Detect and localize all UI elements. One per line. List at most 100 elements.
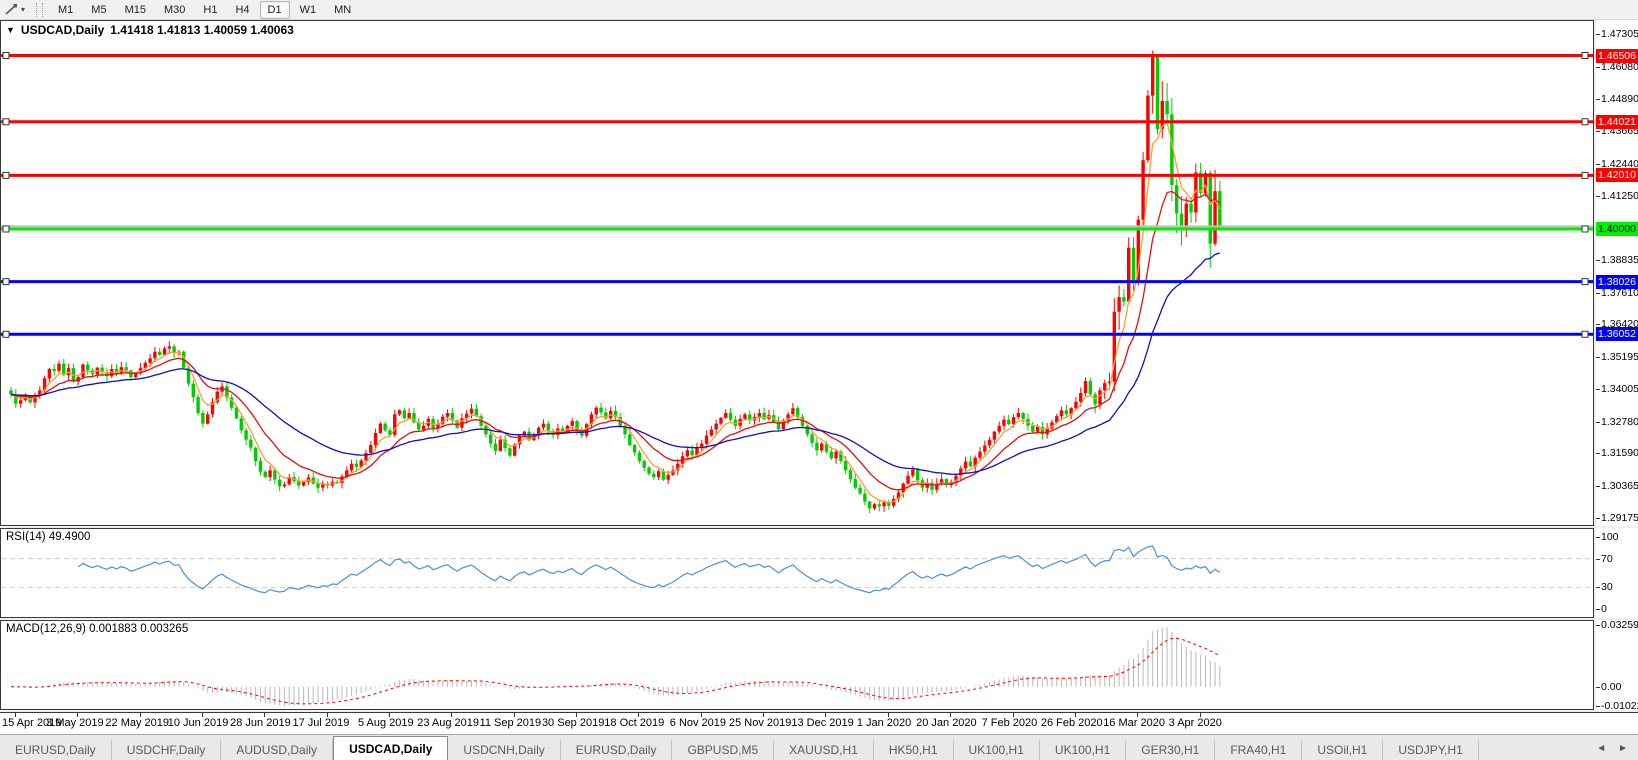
chart-tab-uk100-h1[interactable]: UK100,H1 bbox=[1040, 740, 1127, 760]
timeframe-button-H1[interactable]: H1 bbox=[203, 3, 218, 16]
chart-tab-usdjpy-h1[interactable]: USDJPY,H1 bbox=[1383, 740, 1479, 760]
price-tick-label: 1.35195 bbox=[1601, 351, 1638, 364]
date-label: 5 Aug 2019 bbox=[357, 717, 414, 729]
chart-tab-usoil-h1[interactable]: USOil,H1 bbox=[1302, 740, 1384, 760]
date-tick-mark bbox=[513, 713, 515, 717]
date-tick-mark bbox=[638, 713, 640, 717]
price-tick-mark bbox=[1596, 292, 1600, 294]
price-axis[interactable]: 1.47305 1.46080 1.44890 1.43665 1.42440 1.412… bbox=[1596, 20, 1638, 526]
rsi-panel: RSI(14) 49.4900 100 70 30 0 bbox=[0, 528, 1638, 618]
price-tick-label: 1.37610 bbox=[1601, 286, 1638, 299]
macd-chart[interactable] bbox=[1, 621, 1593, 709]
rsi-plot-area[interactable]: RSI(14) 49.4900 bbox=[0, 528, 1594, 618]
chart-tab-xauusd-h1[interactable]: XAUUSD,H1 bbox=[774, 740, 874, 760]
chart-tab-eurusd-daily[interactable]: EURUSD,Daily bbox=[0, 740, 112, 760]
price-tick-label: 1.32780 bbox=[1601, 415, 1638, 428]
chart-tab-ger30-h1[interactable]: GER30,H1 bbox=[1126, 740, 1216, 760]
candlestick-chart[interactable] bbox=[1, 21, 1593, 525]
chart-tab-uk100-h1[interactable]: UK100,H1 bbox=[954, 740, 1040, 760]
chart-tab-audusd-daily[interactable]: AUDUSD,Daily bbox=[221, 740, 334, 760]
price-tick-mark bbox=[1596, 388, 1600, 390]
price-tick-label: 1.30365 bbox=[1601, 479, 1638, 492]
date-label: 15 Apr 2019 bbox=[2, 717, 62, 729]
date-label: 18 Oct 2019 bbox=[604, 717, 665, 729]
date-tick-mark bbox=[700, 713, 702, 717]
price-tick-mark bbox=[1596, 34, 1600, 36]
date-label: 10 Jun 2019 bbox=[167, 717, 229, 729]
chart-tab-gbpusd-m5[interactable]: GBPUSD,M5 bbox=[672, 740, 775, 760]
date-tick-mark bbox=[139, 713, 141, 717]
chart-tab-eurusd-daily[interactable]: EURUSD,Daily bbox=[561, 740, 673, 760]
price-line-badge: 1.46506 bbox=[1596, 48, 1638, 63]
rsi-axis[interactable]: 100 70 30 0 bbox=[1596, 528, 1638, 618]
chart-tab-fra40-h1[interactable]: FRA40,H1 bbox=[1215, 740, 1303, 760]
macd-tick-label: 0.00 bbox=[1601, 680, 1622, 693]
price-line-badge: 1.42010 bbox=[1596, 168, 1638, 183]
chart-tab-usdchf-daily[interactable]: USDCHF,Daily bbox=[112, 740, 222, 760]
rsi-tick-label: 30 bbox=[1601, 581, 1613, 594]
price-tick-mark bbox=[1596, 163, 1600, 165]
macd-axis[interactable]: 0.032595 0.00 -0.010227 bbox=[1596, 620, 1638, 710]
chart-tab-usdcad-daily[interactable]: USDCAD,Daily bbox=[333, 736, 449, 760]
timeframe-button-M1[interactable]: M1 bbox=[58, 3, 74, 16]
date-axis[interactable]: 15 Apr 2019 3 May 2019 22 May 2019 10 Jun 2… bbox=[0, 712, 1638, 734]
price-tick-mark bbox=[1596, 324, 1600, 326]
date-tick-mark bbox=[763, 713, 765, 717]
timeframe-button-H4[interactable]: H4 bbox=[235, 3, 250, 16]
timeframe-button-MN[interactable]: MN bbox=[334, 3, 352, 16]
date-label: 22 May 2019 bbox=[105, 717, 170, 729]
chevron-down-icon[interactable]: ▾ bbox=[21, 5, 26, 14]
rsi-tick-label: 100 bbox=[1601, 531, 1619, 543]
chart-tab-usdcnh-daily[interactable]: USDCNH,Daily bbox=[448, 740, 561, 760]
rsi-tick-label: 70 bbox=[1601, 552, 1613, 565]
date-label: 26 Feb 2020 bbox=[1040, 717, 1103, 729]
price-tick-mark bbox=[1596, 66, 1600, 68]
chart-area[interactable]: ▼ USDCAD,Daily 1.41418 1.41813 1.40059 1… bbox=[0, 20, 1594, 526]
macd-panel: MACD(12,26,9) 0.001883 0.003265 0.032595… bbox=[0, 620, 1638, 710]
price-tick-label: 1.31590 bbox=[1601, 447, 1638, 460]
price-tick-label: 1.44890 bbox=[1601, 92, 1638, 105]
price-tick-mark bbox=[1596, 453, 1600, 455]
price-line-badge: 1.36052 bbox=[1596, 327, 1638, 342]
price-tick-mark bbox=[1596, 195, 1600, 197]
date-tick-mark bbox=[950, 713, 952, 717]
date-tick-mark bbox=[14, 713, 16, 717]
price-tick-mark bbox=[1596, 131, 1600, 133]
date-label: 30 Sep 2019 bbox=[541, 717, 605, 729]
date-label: 3 May 2019 bbox=[46, 717, 104, 729]
line-studies-icon[interactable] bbox=[2, 2, 20, 17]
macd-tick-mark bbox=[1596, 686, 1600, 688]
timeframe-button-M15[interactable]: M15 bbox=[124, 3, 146, 16]
price-tick-mark bbox=[1596, 357, 1600, 359]
timeframe-button-W1[interactable]: W1 bbox=[299, 3, 317, 16]
date-label: 1 Jan 2020 bbox=[856, 717, 912, 729]
rsi-tick-mark bbox=[1596, 558, 1600, 560]
macd-plot-area[interactable]: MACD(12,26,9) 0.001883 0.003265 bbox=[0, 620, 1594, 710]
timeframe-button-M30[interactable]: M30 bbox=[163, 3, 186, 16]
tab-scrollers: ◄ ► bbox=[1596, 735, 1638, 760]
chart-ohlc-header: ▼ USDCAD,Daily 1.41418 1.41813 1.40059 1… bbox=[6, 23, 294, 37]
price-line-badge: 1.44021 bbox=[1596, 114, 1638, 129]
timeframe-button-D1[interactable]: D1 bbox=[259, 0, 290, 19]
chart-dropdown-icon[interactable]: ▼ bbox=[6, 25, 15, 35]
rsi-chart[interactable] bbox=[1, 529, 1593, 617]
chart-ohlc-values: 1.41418 1.41813 1.40059 1.40063 bbox=[110, 23, 294, 37]
chart-tabs: EURUSD,Daily USDCHF,Daily AUDUSD,Daily USDC… bbox=[0, 736, 1479, 760]
tab-scroll-right-icon[interactable]: ► bbox=[1618, 742, 1628, 754]
rsi-title: RSI(14) 49.4900 bbox=[6, 531, 91, 543]
date-label: 16 Mar 2020 bbox=[1103, 717, 1165, 729]
price-line-badge: 1.38026 bbox=[1596, 274, 1638, 289]
date-tick-mark bbox=[887, 713, 889, 717]
macd-tick-label: -0.010227 bbox=[1601, 700, 1638, 710]
macd-tick-mark bbox=[1596, 706, 1600, 708]
timeframe-button-M5[interactable]: M5 bbox=[91, 3, 107, 16]
price-tick-mark bbox=[1596, 98, 1600, 100]
price-tick-label: 1.34005 bbox=[1601, 382, 1638, 395]
price-tick-mark bbox=[1596, 485, 1600, 487]
date-tick-mark bbox=[451, 713, 453, 717]
macd-tick-mark bbox=[1596, 624, 1600, 626]
tab-scroll-left-icon[interactable]: ◄ bbox=[1596, 742, 1607, 754]
price-tick-label: 1.38835 bbox=[1601, 254, 1638, 267]
chart-tab-hk50-h1[interactable]: HK50,H1 bbox=[874, 740, 954, 760]
